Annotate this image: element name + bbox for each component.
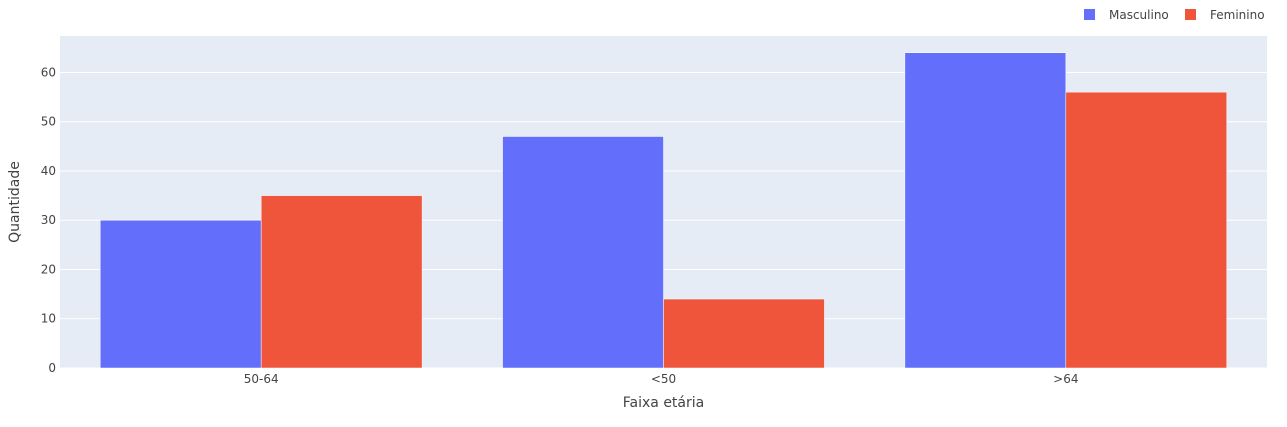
y-tick-label: 0: [48, 361, 56, 375]
bar-masculino-1[interactable]: [502, 136, 664, 369]
legend[interactable]: Masculino Feminino: [1084, 8, 1265, 22]
y-tick-label: 20: [41, 262, 56, 276]
legend-label: Masculino: [1109, 8, 1169, 22]
y-tick-labels: 0 10 20 30 40 50 60: [41, 65, 56, 375]
y-tick-label: 50: [41, 115, 56, 129]
bar-feminino-0[interactable]: [260, 195, 423, 369]
x-tick-label: 50-64: [244, 372, 279, 386]
x-axis-title: Faixa etária: [623, 395, 704, 411]
bar-masculino-0[interactable]: [99, 219, 262, 369]
x-tick-label: <50: [651, 372, 676, 386]
x-tick-labels: 50-64 <50 >64: [244, 372, 1079, 386]
legend-label: Feminino: [1210, 8, 1265, 22]
y-tick-label: 30: [41, 213, 56, 227]
y-tick-label: 60: [41, 65, 56, 79]
legend-swatch: [1185, 9, 1196, 20]
legend-swatch: [1084, 9, 1095, 20]
bar-masculino-2[interactable]: [904, 52, 1067, 369]
y-tick-label: 10: [41, 312, 56, 326]
legend-item-masculino[interactable]: Masculino: [1084, 8, 1169, 22]
bar-feminino-1[interactable]: [663, 298, 825, 369]
x-tick-label: >64: [1053, 372, 1078, 386]
y-axis-title: Quantidade: [7, 161, 23, 243]
y-tick-label: 40: [41, 164, 56, 178]
bar-feminino-2[interactable]: [1065, 91, 1228, 369]
legend-item-feminino[interactable]: Feminino: [1185, 8, 1265, 22]
bars: [99, 52, 1228, 369]
